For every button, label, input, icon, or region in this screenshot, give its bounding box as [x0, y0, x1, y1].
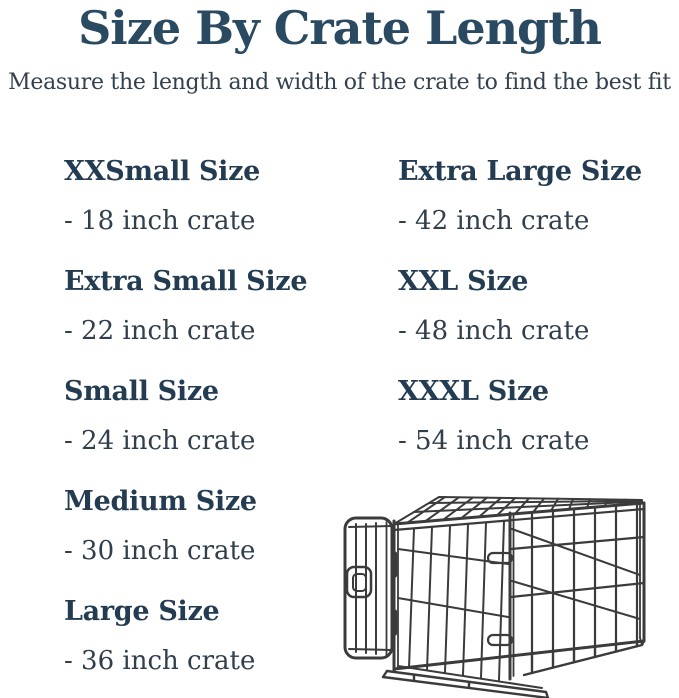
crate-top-grid: [393, 496, 643, 525]
size-detail: - 18 inch crate: [64, 206, 256, 236]
crate-interior-wires: [397, 520, 641, 689]
latch-icon: [486, 633, 514, 647]
size-label: XXL Size: [398, 266, 529, 297]
size-detail: - 48 inch crate: [398, 316, 590, 346]
crate-door: [345, 522, 391, 655]
page-title: Size By Crate Length: [78, 1, 602, 55]
crate-frame-inner: [385, 499, 643, 677]
size-group-large: Large Size - 36 inch crate: [64, 593, 384, 679]
size-group-small: Small Size - 24 inch crate: [64, 373, 384, 459]
size-label: Small Size: [64, 376, 219, 407]
door-handle-icon: [345, 565, 373, 599]
size-label: Extra Large Size: [398, 156, 642, 187]
page-subtitle: Measure the length and width of the crat…: [8, 70, 671, 95]
size-group-xxxl: XXXL Size - 54 inch crate: [398, 373, 679, 459]
size-group-extra-large: Extra Large Size - 42 inch crate: [398, 153, 679, 239]
crate-front-bars: [392, 502, 646, 655]
size-group-xxl: XXL Size - 48 inch crate: [398, 263, 679, 349]
wire-crate-line-art-svg: [343, 496, 646, 698]
crate-hinges-latches: [391, 551, 514, 647]
size-group-xxsmall: XXSmall Size - 18 inch crate: [64, 153, 384, 239]
size-detail: - 36 inch crate: [64, 646, 256, 676]
crate-frame: [343, 501, 646, 681]
size-label: Large Size: [64, 596, 220, 627]
size-group-extra-small: Extra Small Size - 22 inch crate: [64, 263, 384, 349]
size-label: Medium Size: [64, 486, 257, 517]
size-detail: - 54 inch crate: [398, 426, 590, 456]
size-detail: - 30 inch crate: [64, 536, 256, 566]
size-detail: - 22 inch crate: [64, 316, 256, 346]
size-group-medium: Medium Size - 30 inch crate: [64, 483, 384, 569]
dog-crate-illustration: [299, 469, 679, 698]
size-label: XXSmall Size: [64, 156, 261, 187]
size-detail: - 42 inch crate: [398, 206, 590, 236]
size-column-right: Extra Large Size - 42 inch crate XXL Siz…: [398, 153, 679, 483]
latch-icon: [486, 551, 514, 565]
size-detail: - 24 inch crate: [64, 426, 256, 456]
crate-base-tray: [381, 639, 646, 698]
size-label: XXXL Size: [398, 376, 549, 407]
size-column-left: XXSmall Size - 18 inch crate Extra Small…: [64, 153, 384, 698]
size-label: Extra Small Size: [64, 266, 308, 297]
